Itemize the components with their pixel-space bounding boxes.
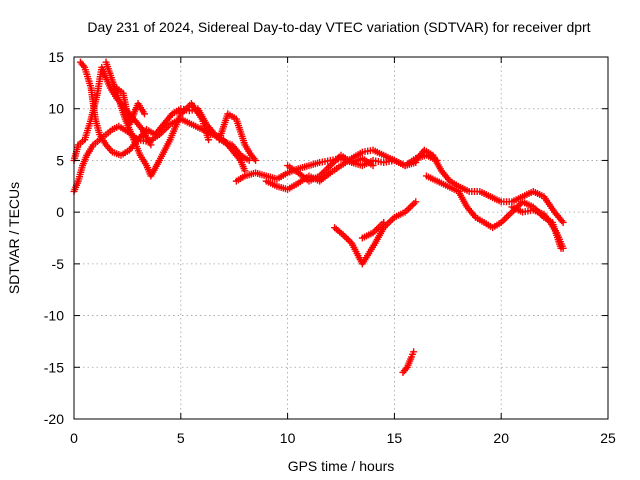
series-trace-j	[331, 198, 420, 268]
data-point	[205, 136, 213, 144]
data-point	[410, 348, 418, 356]
x-tick-label: 10	[280, 430, 296, 446]
data-point	[344, 236, 352, 244]
series-trace-k	[358, 218, 388, 242]
chart-title: Day 231 of 2024, Sidereal Day-to-day VTE…	[87, 19, 590, 35]
y-tick-label: -20	[44, 411, 64, 427]
y-tick-label: 0	[56, 204, 64, 220]
y-tick-label: 10	[48, 101, 64, 117]
series-trace-f	[215, 110, 260, 164]
series-trace-e	[113, 84, 148, 128]
data-point	[252, 156, 260, 164]
y-axis-label: SDTVAR / TECUs	[6, 182, 22, 294]
y-tick-label: -15	[44, 359, 64, 375]
x-axis-label: GPS time / hours	[288, 458, 395, 474]
data-point	[412, 198, 420, 206]
data-point	[140, 110, 148, 118]
series-trace-d	[102, 58, 213, 180]
data-point	[559, 244, 567, 252]
plot-frame	[73, 56, 609, 420]
y-tick-label: -5	[52, 256, 65, 272]
data-point	[245, 156, 253, 164]
series-trace-i	[284, 151, 377, 185]
series-trace-m	[412, 146, 567, 226]
x-tick-label: 15	[387, 430, 403, 446]
y-tick-label: 5	[56, 152, 64, 168]
series-trace-o	[508, 203, 567, 252]
data-point	[343, 234, 351, 242]
data-point	[147, 141, 155, 149]
series-trace-l	[399, 348, 418, 376]
x-tick-label: 25	[600, 430, 616, 446]
y-tick-label: -10	[44, 308, 64, 324]
grid-layer	[74, 57, 608, 419]
y-tick-label: 15	[48, 49, 64, 65]
x-tick-label: 5	[177, 430, 185, 446]
x-tick-label: 0	[70, 430, 78, 446]
x-tick-label: 20	[493, 430, 509, 446]
data-point	[369, 162, 377, 170]
tick-layer: 0 5 10 15 20 25 -20 -15 -10 -5 0 5 10 15	[44, 49, 616, 446]
data-layer	[70, 58, 567, 376]
data-point	[559, 218, 567, 226]
series-trace-a	[70, 115, 249, 195]
data-point	[380, 218, 388, 226]
